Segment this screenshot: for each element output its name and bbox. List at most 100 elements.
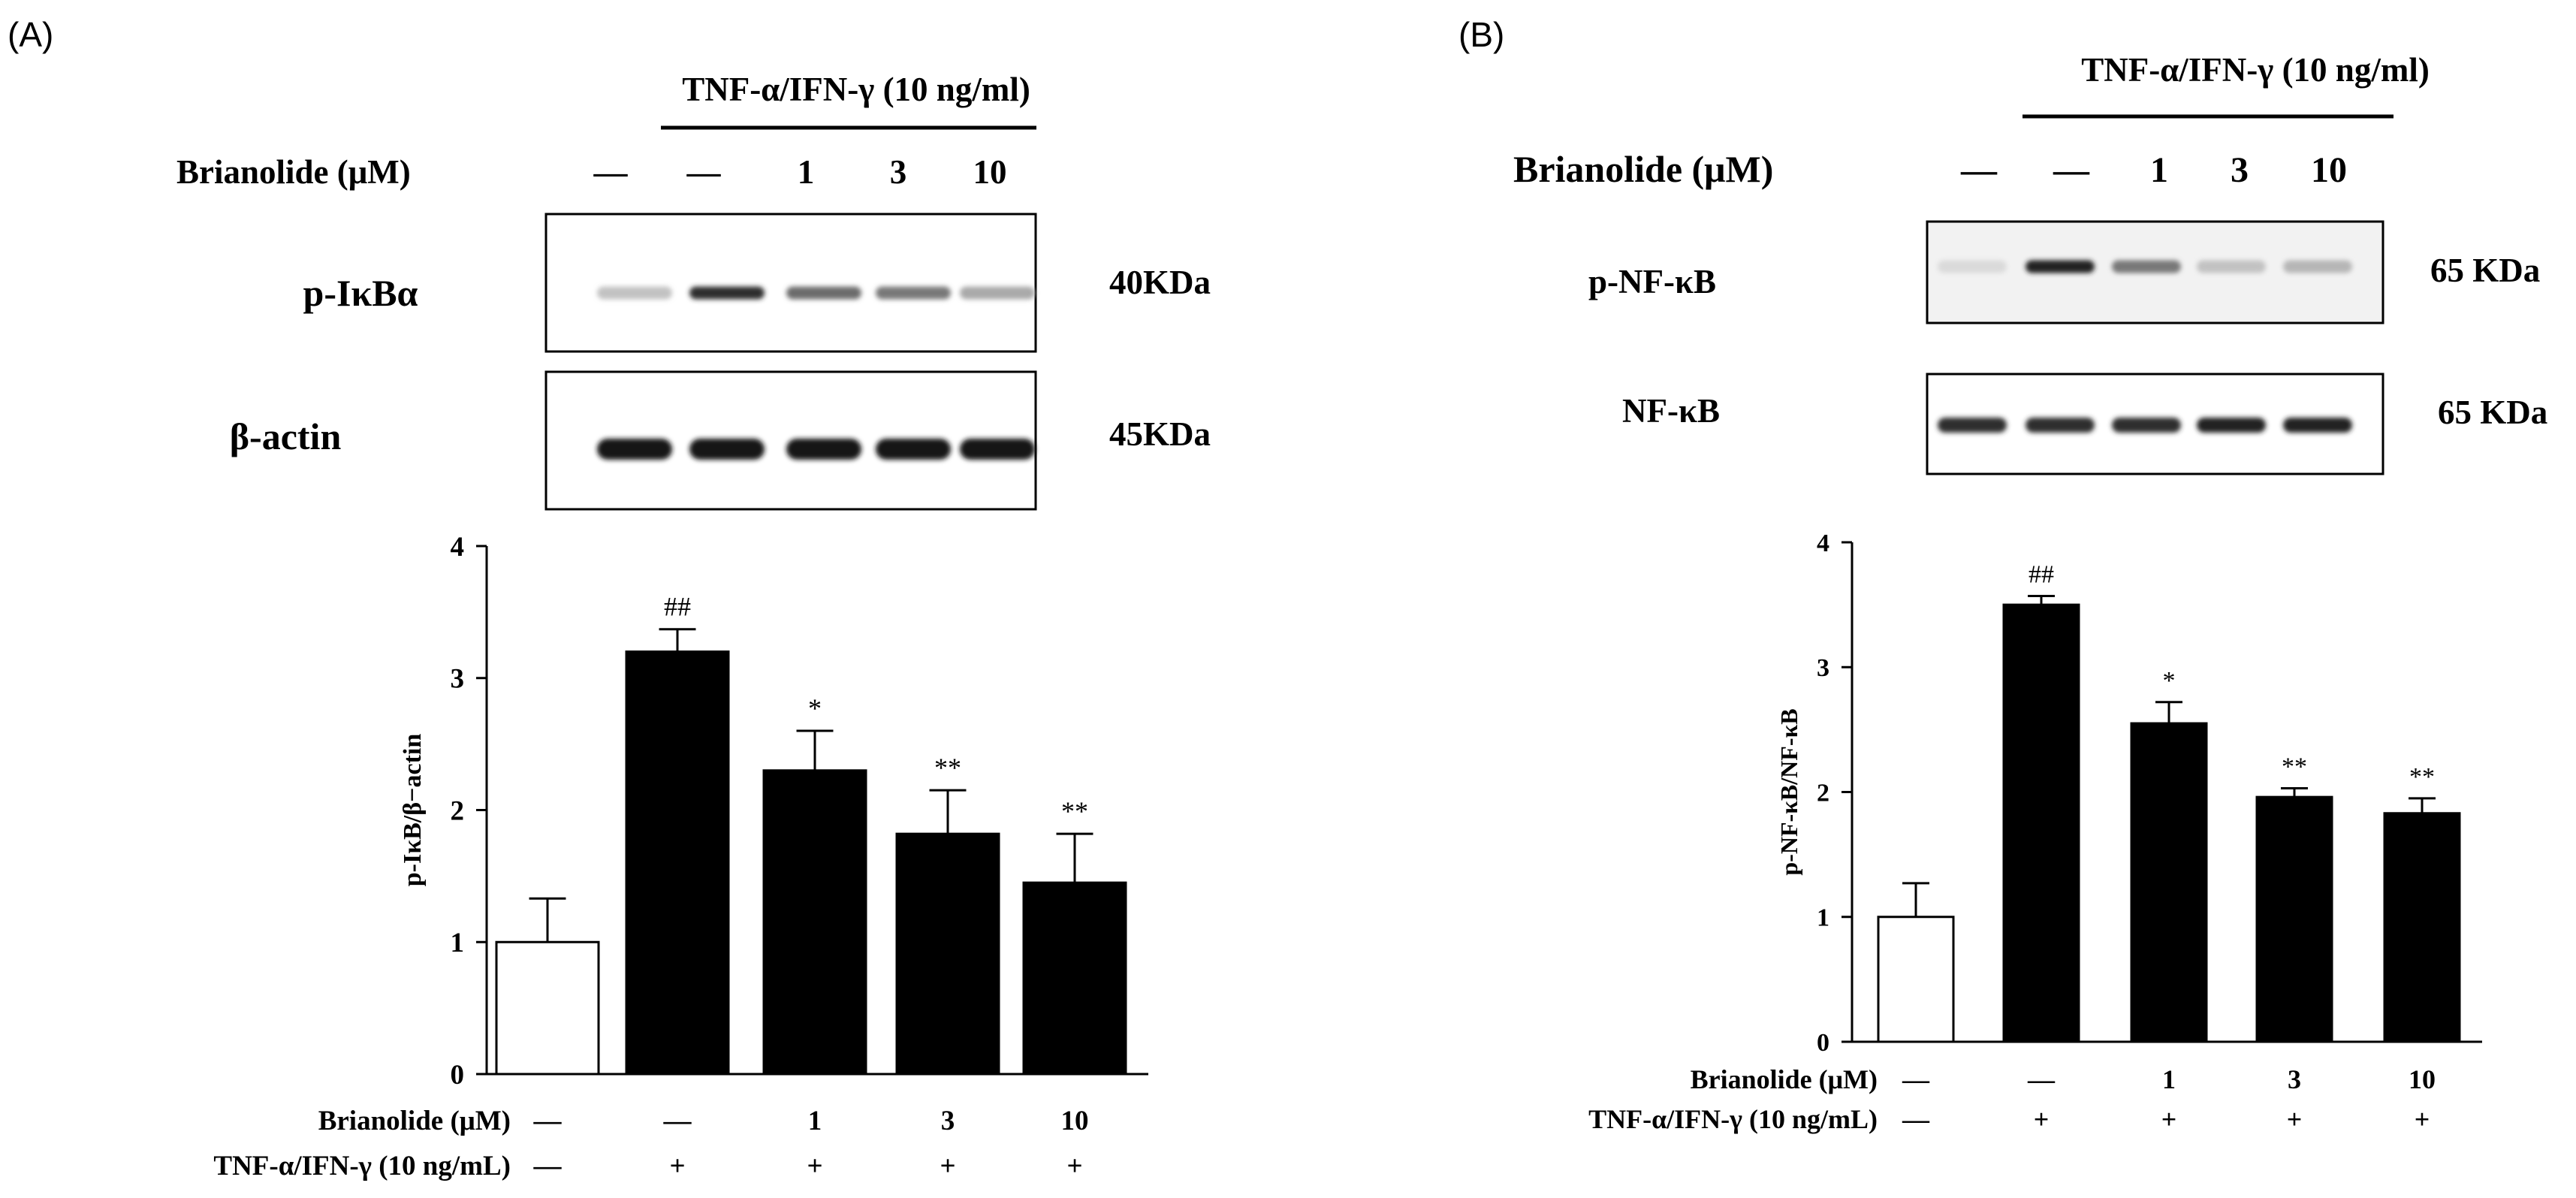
blot-protein-label: p-IκBα [303, 272, 418, 314]
blot-dose-label: — [686, 153, 722, 191]
x-row-value: + [2034, 1104, 2050, 1134]
significance-label: ## [664, 592, 691, 622]
blot-protein-label: β-actin [230, 415, 342, 457]
x-row-value: 1 [2162, 1064, 2176, 1094]
blot-band [876, 286, 951, 300]
bar [2383, 812, 2461, 1043]
blot-size-label: 45KDa [1109, 415, 1211, 453]
significance-label: * [808, 693, 822, 723]
x-row-value: 3 [941, 1106, 955, 1136]
x-row-value: — [1902, 1064, 1930, 1094]
bar [2002, 603, 2080, 1043]
x-row-value: — [2027, 1064, 2056, 1094]
blot-band [2283, 418, 2352, 433]
blot-dose-label: 10 [973, 153, 1007, 191]
y-tick-label: 1 [451, 928, 465, 958]
y-tick-label: 0 [1817, 1029, 1829, 1057]
bar [495, 940, 600, 1076]
blot-row: β-actin 45KDa [230, 370, 1211, 511]
y-tick-label: 2 [1817, 779, 1829, 807]
blot-protein-label: NF-κB [1622, 392, 1720, 430]
blot-band [2112, 418, 2181, 433]
panel-label: (A) [8, 15, 53, 54]
blot-band [2197, 260, 2266, 273]
x-row-value: — [1902, 1104, 1930, 1134]
blot-row: NF-κB 65 KDa [1622, 373, 2547, 475]
y-tick-label: 3 [451, 664, 465, 695]
blot-band [2112, 260, 2181, 273]
y-axis-label: p-IκB/β−actin [399, 734, 427, 887]
x-row-value: + [2415, 1104, 2430, 1134]
blot-dose-label: 1 [798, 153, 815, 191]
blot-size-label: 65 KDa [2430, 252, 2540, 289]
y-tick-label: 0 [451, 1060, 465, 1091]
blot-band [2026, 260, 2095, 273]
y-tick-label: 3 [1817, 654, 1829, 682]
y-tick-label: 4 [1817, 530, 1829, 557]
significance-label: ## [2029, 560, 2054, 588]
bar [2130, 722, 2208, 1043]
x-row-value: + [669, 1151, 685, 1181]
blot-band [876, 439, 951, 460]
y-tick-label: 2 [451, 795, 465, 826]
blot-dose-label: — [593, 153, 629, 191]
panel-b: (B) TNF-α/IFN-γ (10 ng/ml) Brianolide (μM)… [1458, 15, 2547, 1134]
panel-a: (A) TNF-α/IFN-γ (10 ng/ml) Brianolide (μM)… [8, 15, 1211, 1181]
x-row-value: + [2287, 1104, 2303, 1134]
blot-dose-label: — [1960, 150, 1998, 190]
significance-label: ** [2282, 753, 2307, 781]
x-row-value: + [1066, 1151, 1082, 1181]
blot-treatment-header: TNF-α/IFN-γ (10 ng/ml) [682, 71, 1030, 108]
significance-label: ** [2409, 763, 2435, 791]
y-axis-label: p-NF-κB/NF-κB [1775, 708, 1802, 875]
blot-row: p-IκBα 40KDa [303, 213, 1211, 353]
blot-treatment-header: TNF-α/IFN-γ (10 ng/ml) [2081, 51, 2430, 89]
bar [895, 832, 1000, 1076]
blot-brianolide-label: Brianolide (μM) [1513, 148, 1773, 190]
blot-dose-label: — [2053, 150, 2090, 190]
blot-band [2283, 260, 2352, 273]
significance-label: ** [1061, 796, 1088, 826]
x-row-label: Brianolide (μM) [318, 1106, 511, 1136]
bar [762, 769, 867, 1076]
blot-dose-label: 10 [2311, 150, 2347, 190]
x-row-value: — [533, 1106, 563, 1136]
x-row-value: — [663, 1106, 692, 1136]
blot-size-label: 65 KDa [2438, 394, 2547, 431]
x-row-label: Brianolide (μM) [1691, 1064, 1878, 1094]
panel-label: (B) [1458, 15, 1504, 54]
x-row-value: 10 [1061, 1106, 1089, 1136]
blot-dose-label: 3 [890, 153, 907, 191]
y-tick-label: 4 [451, 532, 465, 563]
bar [2255, 795, 2333, 1043]
blot-band [1938, 418, 2007, 433]
x-row-value: 1 [808, 1106, 822, 1136]
blot-brianolide-label: Brianolide (μM) [176, 153, 411, 191]
y-tick-label: 1 [1817, 904, 1829, 932]
blot-band [689, 439, 765, 460]
x-row-value: 10 [2409, 1064, 2436, 1094]
bar [1022, 881, 1127, 1076]
blot-row: p-NF-κB 65 KDa [1588, 220, 2540, 324]
blot-band [786, 439, 861, 460]
x-row-value: + [2161, 1104, 2177, 1134]
blot-protein-label: p-NF-κB [1588, 263, 1716, 300]
significance-label: ** [934, 753, 961, 783]
significance-label: * [2163, 667, 2176, 695]
blot-band [689, 286, 765, 300]
x-row-value: 3 [2288, 1064, 2301, 1094]
blot-band [1938, 260, 2007, 273]
blot-band [960, 286, 1035, 300]
x-row-value: + [940, 1151, 955, 1181]
bar [1877, 916, 1955, 1043]
blot-size-label: 40KDa [1109, 264, 1211, 301]
blot-box [544, 213, 1037, 353]
blot-band [2026, 418, 2095, 433]
x-row-label: TNF-α/IFN-γ (10 ng/mL) [213, 1151, 511, 1181]
blot-band [786, 286, 861, 300]
x-row-label: TNF-α/IFN-γ (10 ng/mL) [1588, 1104, 1878, 1134]
blot-band [597, 286, 672, 300]
